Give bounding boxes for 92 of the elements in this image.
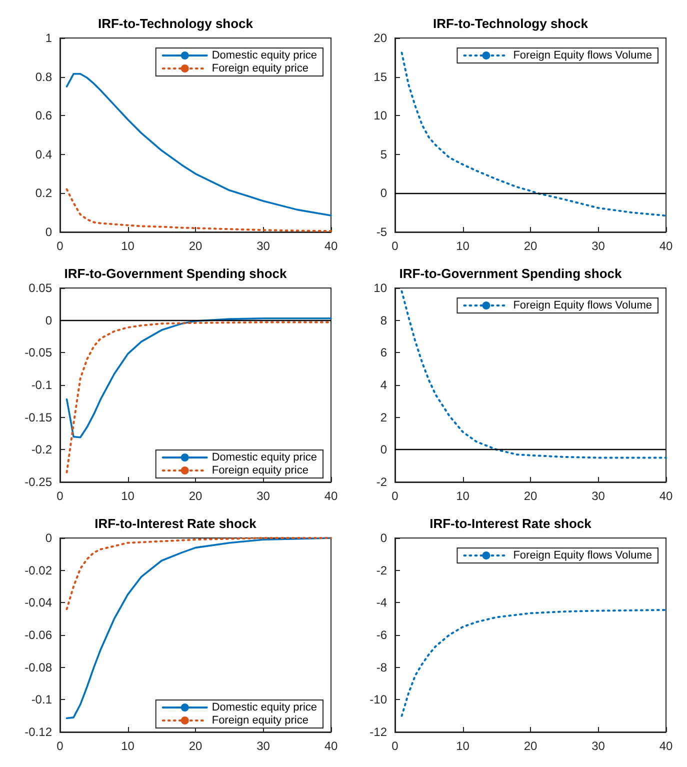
y-tick-label: 0 xyxy=(45,313,52,328)
chart-title: IRF-to-Government Spending shock xyxy=(64,266,288,281)
y-tick-label: -0.1 xyxy=(31,378,52,392)
y-tick-label: 0 xyxy=(45,531,52,545)
legend-label: Foreign Equity flows Volume xyxy=(513,300,652,312)
x-tick-label: 0 xyxy=(392,739,399,753)
chart-title: IRF-to-Interest Rate shock xyxy=(94,516,258,531)
y-tick-label: 0 xyxy=(380,186,388,200)
y-tick-label: -12 xyxy=(370,725,388,739)
y-tick-label: -2 xyxy=(376,475,388,489)
y-tick-label: -8 xyxy=(376,660,388,674)
y-tick-label: 2 xyxy=(380,410,388,424)
y-tick-label: 0.2 xyxy=(35,186,52,200)
x-tick-label: 20 xyxy=(524,489,538,503)
y-tick-label: -0.08 xyxy=(24,660,52,674)
y-tick-label: 0 xyxy=(45,225,52,239)
x-tick-label: 10 xyxy=(456,489,470,503)
line-series xyxy=(66,188,332,232)
y-tick-label: 0.6 xyxy=(35,108,52,123)
x-tick-label: 30 xyxy=(592,739,606,753)
y-tick-label: -0.12 xyxy=(24,725,52,739)
y-tick-label: 0 xyxy=(380,442,388,457)
x-tick-label: 40 xyxy=(659,489,673,503)
y-tick-label: -0.02 xyxy=(24,563,52,578)
x-tick-label: 10 xyxy=(121,489,135,503)
y-tick-label: 0.8 xyxy=(35,70,52,84)
legend-label: Foreign Equity flows Volume xyxy=(513,550,652,562)
chart-title: IRF-to-Technology shock xyxy=(98,16,254,31)
legend-label: Foreign equity price xyxy=(212,464,308,476)
line-series xyxy=(400,608,667,717)
x-tick-label: 40 xyxy=(324,239,338,253)
chart-title: IRF-to-Interest Rate shock xyxy=(430,516,592,531)
y-tick-label: -0.2 xyxy=(31,442,52,457)
x-tick-label: 10 xyxy=(121,239,135,253)
y-tick-label: 0 xyxy=(380,531,388,545)
y-tick-label: 1 xyxy=(45,31,52,45)
chart-title: IRF-to-Government Spending shock xyxy=(399,266,622,281)
line-series xyxy=(66,537,332,610)
x-tick-label: 20 xyxy=(524,239,538,253)
y-tick-label: -10 xyxy=(370,692,388,707)
x-tick-label: 0 xyxy=(56,239,64,253)
x-tick-label: 30 xyxy=(592,489,606,503)
x-tick-label: 10 xyxy=(121,739,135,753)
y-tick-label: -4 xyxy=(376,596,388,610)
y-tick-label: 6 xyxy=(380,346,388,360)
y-tick-label: -0.04 xyxy=(24,596,52,610)
x-tick-label: 0 xyxy=(56,739,64,753)
y-tick-label: -0.15 xyxy=(24,410,52,424)
x-tick-label: 0 xyxy=(56,489,64,503)
legend-label: Domestic equity price xyxy=(212,50,318,62)
legend-label: Foreign equity price xyxy=(212,62,308,74)
legend-label: Foreign equity price xyxy=(212,714,308,726)
legend-label: Domestic equity price xyxy=(212,702,318,714)
line-series xyxy=(400,290,667,459)
y-tick-label: -6 xyxy=(376,628,388,642)
x-tick-label: 40 xyxy=(659,239,673,253)
y-tick-label: 0.05 xyxy=(28,281,52,295)
legend-label: Domestic equity price xyxy=(212,452,318,464)
legend-label: Foreign Equity flows Volume xyxy=(513,50,652,62)
line-series xyxy=(66,317,332,438)
y-tick-label: 15 xyxy=(374,70,388,84)
line-series xyxy=(66,72,332,216)
y-tick-label: 8 xyxy=(380,313,388,328)
x-tick-label: 30 xyxy=(256,239,270,253)
y-tick-label: -2 xyxy=(376,563,388,578)
y-tick-label: -0.25 xyxy=(24,475,52,489)
x-tick-label: 30 xyxy=(592,239,606,253)
x-tick-label: 30 xyxy=(256,489,270,503)
x-tick-label: 20 xyxy=(188,239,202,253)
x-tick-label: 20 xyxy=(524,739,538,753)
y-tick-label: 4 xyxy=(380,378,388,392)
x-tick-label: 40 xyxy=(324,489,338,503)
x-tick-label: 20 xyxy=(188,489,202,503)
x-tick-label: 10 xyxy=(456,739,470,753)
chart-title: IRF-to-Technology shock xyxy=(432,16,589,31)
x-tick-label: 20 xyxy=(188,739,202,753)
x-tick-label: 40 xyxy=(659,739,673,753)
y-tick-label: 10 xyxy=(374,281,388,295)
line-series xyxy=(400,52,667,217)
y-tick-label: 0.4 xyxy=(35,147,52,162)
y-tick-label: 20 xyxy=(374,31,388,45)
y-tick-label: -0.06 xyxy=(24,628,52,642)
y-tick-label: 10 xyxy=(374,108,388,123)
x-tick-label: 40 xyxy=(324,739,338,753)
y-tick-label: -0.1 xyxy=(31,692,52,707)
y-tick-label: -5 xyxy=(376,225,388,239)
x-tick-label: 10 xyxy=(456,239,470,253)
x-tick-label: 0 xyxy=(392,489,399,503)
x-tick-label: 0 xyxy=(392,239,399,253)
x-tick-label: 30 xyxy=(256,739,270,753)
y-tick-label: 5 xyxy=(380,147,388,162)
y-tick-label: -0.05 xyxy=(24,346,52,360)
